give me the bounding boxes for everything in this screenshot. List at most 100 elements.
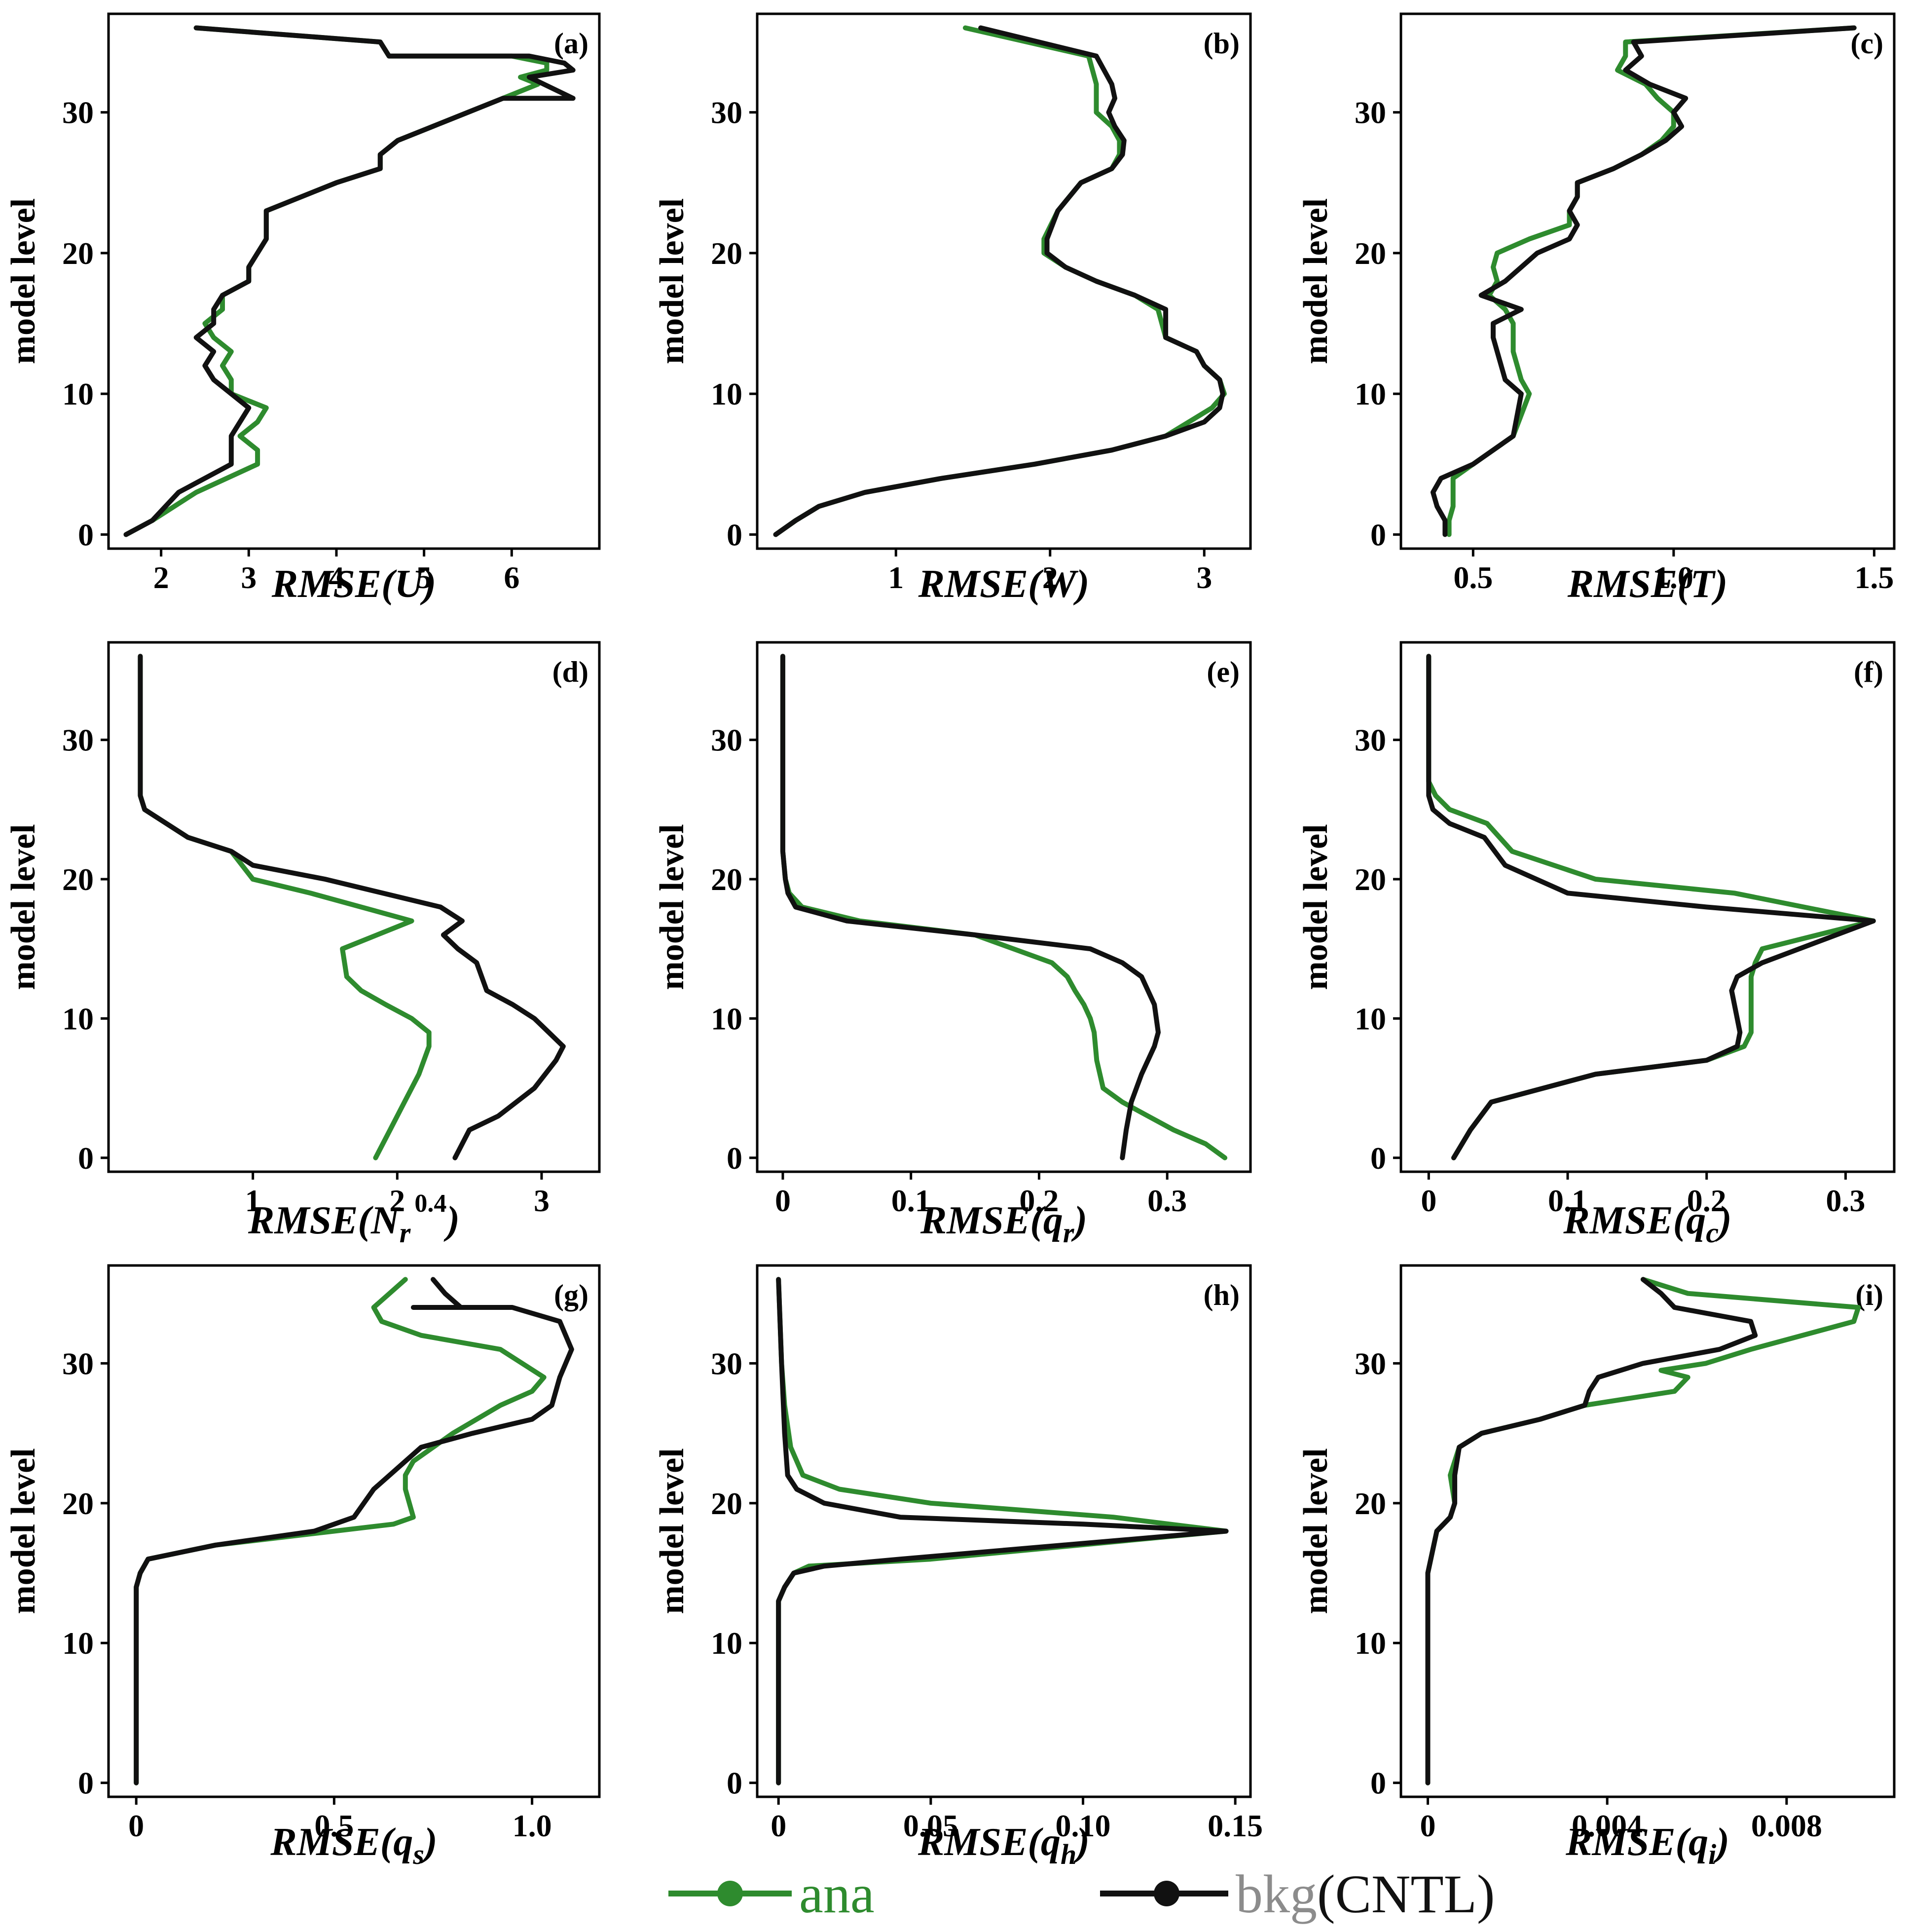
x-tick-label: 0.15 xyxy=(1208,1808,1263,1843)
x-tick-label: 0 xyxy=(1420,1808,1436,1843)
y-tick-label: 10 xyxy=(1355,376,1386,411)
x-axis-label: RMSE(U) xyxy=(271,562,436,606)
panel-g: 0 10 20 30 0 0.5 1.0 model level RMSE(qs) (g) xyxy=(4,1264,601,1870)
y-tick-label: 30 xyxy=(1355,95,1386,130)
series-line-ana xyxy=(134,1277,547,1785)
y-tick-label: 20 xyxy=(1355,1486,1386,1521)
x-tick-label: 1.0 xyxy=(1654,560,1693,595)
panel-e: 0 10 20 30 0 0.1 0.2 0.3 model level RMSE(qr) (e) xyxy=(653,641,1252,1249)
legend-ana-marker xyxy=(717,1881,743,1906)
x-tick-label: 0.1 xyxy=(1548,1183,1587,1218)
y-tick-label: 10 xyxy=(711,1001,742,1036)
plot-frame xyxy=(107,1264,601,1798)
y-axis-label: model level xyxy=(1297,198,1335,364)
x-axis-label: RMSE(qi) xyxy=(1565,1821,1729,1870)
panel-d: 0 10 20 30 1 2 3 model level RMSE(Nr0.4) (d) xyxy=(4,641,601,1249)
series-line-ana xyxy=(1425,1277,1861,1785)
x-axis-label: RMSE(qs) xyxy=(270,1821,437,1870)
panel-f: 0 10 20 30 0 0.1 0.2 0.3 model level RMSE(qc) (f) xyxy=(1297,641,1896,1249)
x-axis-label: RMSE(W) xyxy=(918,562,1090,606)
y-tick-label: 20 xyxy=(711,236,742,271)
y-tick-label: 0 xyxy=(78,517,94,552)
y-tick-label: 10 xyxy=(711,376,742,411)
panel-tag: (b) xyxy=(1204,27,1240,60)
x-tick-label: 3 xyxy=(534,1183,550,1218)
y-tick-label: 0 xyxy=(1370,1766,1386,1801)
y-tick-label: 20 xyxy=(62,236,94,271)
series-line-bkg xyxy=(1425,1277,1758,1785)
x-tick-label: 2 xyxy=(389,1183,405,1218)
y-axis-label: model level xyxy=(653,824,691,990)
plot-frame xyxy=(107,641,601,1173)
x-tick-label: 0.008 xyxy=(1751,1808,1822,1843)
legend-ana-label: ana xyxy=(799,1864,875,1924)
y-tick-label: 20 xyxy=(62,1486,94,1521)
x-tick-label: 4 xyxy=(329,560,344,595)
series-line-ana xyxy=(1446,25,1857,537)
legend-bkg-label: bkg(CNTL) xyxy=(1236,1864,1495,1924)
series-line-bkg xyxy=(138,654,566,1160)
x-tick-label: 1 xyxy=(245,1183,261,1218)
x-axis-label: RMSE(qh) xyxy=(918,1821,1090,1870)
x-tick-label: 6 xyxy=(504,560,519,595)
y-axis-label: model level xyxy=(4,1448,42,1614)
y-axis-label: model level xyxy=(4,198,42,364)
series-line-bkg xyxy=(773,25,1225,537)
series-line-bkg xyxy=(1426,654,1876,1160)
x-tick-label: 0.10 xyxy=(1055,1808,1110,1843)
plot-frame xyxy=(756,641,1252,1173)
x-axis-label: RMSE(T) xyxy=(1567,562,1728,606)
y-tick-label: 10 xyxy=(62,376,94,411)
x-tick-label: 3 xyxy=(241,560,257,595)
y-tick-label: 30 xyxy=(711,95,742,130)
x-tick-label: 1 xyxy=(888,560,904,595)
y-tick-label: 30 xyxy=(62,1346,94,1381)
legend-bkg-marker xyxy=(1154,1881,1179,1906)
plot-frame xyxy=(1399,641,1896,1173)
y-tick-label: 0 xyxy=(1370,517,1386,552)
x-tick-label: 2 xyxy=(1042,560,1058,595)
x-tick-label: 0 xyxy=(1421,1183,1436,1218)
x-tick-label: 0 xyxy=(128,1808,144,1843)
series-line-bkg xyxy=(134,1277,574,1785)
series-line-bkg xyxy=(123,25,576,537)
panel-tag: (d) xyxy=(552,656,588,688)
panel-tag: (h) xyxy=(1204,1279,1240,1311)
y-tick-label: 30 xyxy=(711,1346,742,1381)
series-line-bkg xyxy=(780,654,1161,1160)
panel-tag: (g) xyxy=(554,1279,588,1311)
y-tick-label: 0 xyxy=(78,1141,94,1176)
y-tick-label: 20 xyxy=(711,1486,742,1521)
x-tick-label: 1.5 xyxy=(1854,560,1894,595)
plot-frame xyxy=(107,12,601,550)
series-line-bkg xyxy=(1431,25,1857,537)
y-tick-label: 0 xyxy=(727,517,742,552)
plot-frame xyxy=(1399,1264,1896,1798)
y-tick-label: 30 xyxy=(1355,723,1386,758)
x-axis-label: RMSE(Nr0.4) xyxy=(248,1189,460,1249)
x-tick-label: 0.05 xyxy=(903,1808,958,1843)
y-tick-label: 10 xyxy=(62,1001,94,1036)
x-tick-label: 0 xyxy=(775,1183,791,1218)
panel-tag: (c) xyxy=(1850,27,1883,60)
x-tick-label: 0.5 xyxy=(1453,560,1493,595)
x-tick-label: 0 xyxy=(771,1808,786,1843)
x-tick-label: 0.3 xyxy=(1147,1183,1187,1218)
y-tick-label: 0 xyxy=(78,1766,94,1801)
series-line-ana xyxy=(773,25,1227,537)
y-tick-label: 30 xyxy=(62,95,94,130)
y-tick-label: 20 xyxy=(711,862,742,897)
y-axis-label: model level xyxy=(653,198,691,364)
y-axis-label: model level xyxy=(653,1448,691,1614)
y-axis-label: model level xyxy=(4,824,42,990)
legend: ana bkg(CNTL) xyxy=(668,1864,1495,1924)
y-tick-label: 30 xyxy=(62,723,94,758)
y-tick-label: 0 xyxy=(727,1766,742,1801)
plot-frame xyxy=(756,12,1252,550)
plot-frame xyxy=(756,1264,1252,1798)
x-tick-label: 5 xyxy=(416,560,432,595)
x-tick-label: 0.004 xyxy=(1572,1808,1643,1843)
plot-frame xyxy=(1399,12,1896,550)
